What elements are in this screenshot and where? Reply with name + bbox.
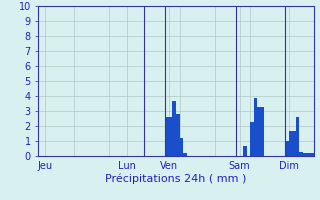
Bar [296,117,300,156]
Bar [300,152,303,156]
Bar [169,117,172,156]
Bar [165,117,169,156]
Bar [303,153,307,156]
Bar [243,146,247,156]
Bar [307,153,310,156]
Bar [254,98,257,156]
Bar [176,114,180,156]
Bar [261,106,264,156]
Bar [180,138,183,156]
Bar [285,141,289,156]
Bar [250,121,254,156]
Bar [289,130,292,156]
X-axis label: Précipitations 24h ( mm ): Précipitations 24h ( mm ) [105,174,247,184]
Bar [183,153,187,156]
Bar [172,100,176,156]
Bar [257,106,261,156]
Bar [292,130,296,156]
Bar [310,153,314,156]
